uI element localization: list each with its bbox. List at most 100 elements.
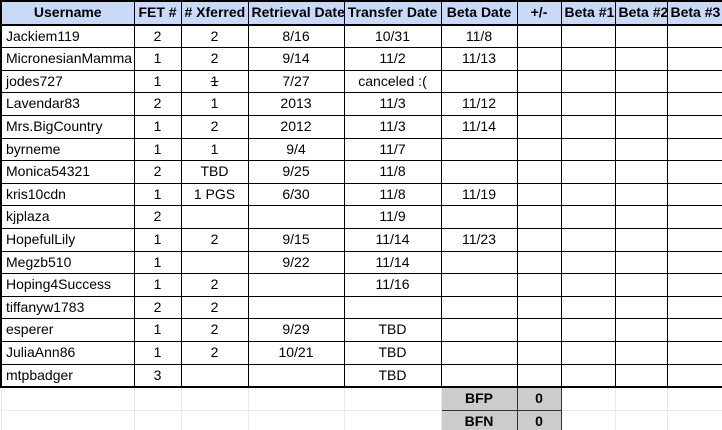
cell[interactable] xyxy=(516,318,562,342)
cell[interactable] xyxy=(440,160,518,184)
cell[interactable]: tiffanyw1783 xyxy=(0,295,135,320)
cell[interactable] xyxy=(560,363,616,389)
cell[interactable]: 2 xyxy=(133,205,182,229)
cell[interactable] xyxy=(247,273,345,297)
cell[interactable]: Hoping4Success xyxy=(0,273,135,297)
cell[interactable]: 2 xyxy=(180,227,249,252)
summary-cell[interactable] xyxy=(666,409,722,430)
cell[interactable]: 9/25 xyxy=(247,160,345,184)
cell[interactable] xyxy=(516,205,562,229)
cell[interactable]: 1 xyxy=(133,340,182,365)
cell[interactable] xyxy=(343,295,442,320)
bfp-count-cell[interactable]: 0 xyxy=(516,386,562,411)
cell[interactable]: TBD xyxy=(180,160,249,184)
cell[interactable]: 9/29 xyxy=(247,318,345,342)
cell[interactable]: 1 xyxy=(133,47,182,71)
cell[interactable] xyxy=(614,273,668,297)
cell[interactable] xyxy=(560,160,616,184)
summary-cell[interactable] xyxy=(247,409,345,430)
cell[interactable] xyxy=(614,295,668,320)
cell[interactable]: 2013 xyxy=(247,92,345,116)
cell[interactable] xyxy=(560,250,616,275)
cell[interactable]: 11/7 xyxy=(343,137,442,162)
cell[interactable]: 8/16 xyxy=(247,24,345,49)
cell[interactable]: 11/14 xyxy=(343,250,442,275)
cell[interactable]: 11/14 xyxy=(440,114,518,139)
cell[interactable] xyxy=(614,363,668,389)
cell[interactable]: 2 xyxy=(133,92,182,116)
summary-cell[interactable] xyxy=(560,409,616,430)
cell[interactable]: 2 xyxy=(180,318,249,342)
cell[interactable] xyxy=(666,69,722,94)
cell[interactable] xyxy=(440,205,518,229)
cell[interactable]: 1 xyxy=(180,92,249,116)
summary-cell[interactable] xyxy=(614,386,668,411)
cell[interactable]: 9/4 xyxy=(247,137,345,162)
cell[interactable] xyxy=(560,24,616,49)
cell[interactable]: 1 xyxy=(133,227,182,252)
cell[interactable]: JuliaAnn86 xyxy=(0,340,135,365)
cell[interactable] xyxy=(614,92,668,116)
cell[interactable]: 1 PGS xyxy=(180,182,249,207)
cell[interactable]: MicronesianMamma xyxy=(0,47,135,71)
cell[interactable] xyxy=(440,69,518,94)
cell[interactable] xyxy=(440,340,518,365)
cell[interactable] xyxy=(614,47,668,71)
cell[interactable]: 2 xyxy=(133,160,182,184)
header-cell-transfer-date[interactable]: Transfer Date xyxy=(343,0,442,26)
cell[interactable]: 2 xyxy=(180,295,249,320)
cell[interactable] xyxy=(666,114,722,139)
cell[interactable] xyxy=(666,318,722,342)
cell[interactable] xyxy=(666,47,722,71)
cell[interactable] xyxy=(666,160,722,184)
cell[interactable]: TBD xyxy=(343,318,442,342)
header-cell-beta-1[interactable]: Beta #1 xyxy=(560,0,616,26)
cell[interactable] xyxy=(614,227,668,252)
cell[interactable] xyxy=(614,318,668,342)
cell[interactable]: 2 xyxy=(180,273,249,297)
header-cell-retrieval-date[interactable]: Retrieval Date xyxy=(247,0,345,26)
header-cell-username[interactable]: Username xyxy=(0,0,135,26)
summary-cell[interactable] xyxy=(133,409,182,430)
cell[interactable]: 7/27 xyxy=(247,69,345,94)
cell[interactable]: esperer xyxy=(0,318,135,342)
cell[interactable] xyxy=(614,205,668,229)
cell[interactable]: 11/2 xyxy=(343,47,442,71)
cell[interactable]: Monica54321 xyxy=(0,160,135,184)
cell[interactable]: TBD xyxy=(343,363,442,389)
cell[interactable] xyxy=(247,363,345,389)
cell[interactable] xyxy=(666,205,722,229)
cell[interactable]: 1 xyxy=(180,69,249,94)
cell[interactable] xyxy=(614,340,668,365)
cell[interactable] xyxy=(560,205,616,229)
cell[interactable]: 2 xyxy=(133,295,182,320)
cell[interactable]: 2 xyxy=(180,47,249,71)
cell[interactable]: canceled :( xyxy=(343,69,442,94)
cell[interactable] xyxy=(666,340,722,365)
cell[interactable] xyxy=(666,182,722,207)
cell[interactable] xyxy=(560,137,616,162)
cell[interactable] xyxy=(614,250,668,275)
cell[interactable] xyxy=(666,227,722,252)
cell[interactable]: 1 xyxy=(133,273,182,297)
cell[interactable]: kris10cdn xyxy=(0,182,135,207)
summary-cell[interactable] xyxy=(343,409,442,430)
cell[interactable]: 2 xyxy=(180,340,249,365)
cell[interactable]: 11/13 xyxy=(440,47,518,71)
header-cell-[interactable]: +/- xyxy=(516,0,562,26)
summary-cell[interactable] xyxy=(0,386,135,411)
cell[interactable]: byrneme xyxy=(0,137,135,162)
cell[interactable] xyxy=(666,137,722,162)
cell[interactable] xyxy=(440,363,518,389)
cell[interactable]: 11/8 xyxy=(343,160,442,184)
cell[interactable] xyxy=(516,137,562,162)
cell[interactable] xyxy=(247,205,345,229)
cell[interactable]: jodes727 xyxy=(0,69,135,94)
cell[interactable] xyxy=(666,92,722,116)
summary-cell[interactable] xyxy=(133,386,182,411)
cell[interactable] xyxy=(666,24,722,49)
summary-cell[interactable] xyxy=(0,409,135,430)
cell[interactable] xyxy=(440,273,518,297)
summary-cell[interactable] xyxy=(560,386,616,411)
summary-cell[interactable] xyxy=(180,386,249,411)
